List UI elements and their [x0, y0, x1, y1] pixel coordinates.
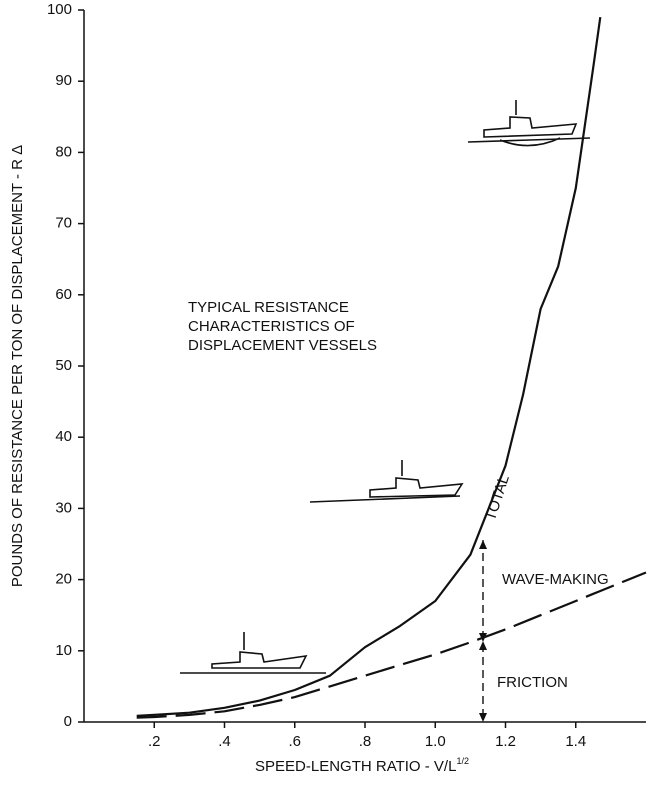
x-tick-label: .6 — [288, 733, 301, 750]
x-tick-label: .8 — [359, 733, 372, 750]
x-axis-title: SPEED-LENGTH RATIO - V/L1/2 — [255, 756, 469, 775]
y-tick-label: 40 — [55, 428, 72, 445]
x-axis-title-sup: 1/2 — [456, 756, 469, 766]
y-axis-title: POUNDS OF RESISTANCE PER TON OF DISPLACE… — [9, 145, 26, 587]
x-tick-label: 1.4 — [565, 733, 586, 750]
arrow-head — [479, 713, 487, 722]
x-tick-label: 1.0 — [425, 733, 446, 750]
annotation: CHARACTERISTICS OF — [188, 318, 355, 335]
annotation: TYPICAL RESISTANCE — [188, 299, 349, 316]
x-tick-label: 1.2 — [495, 733, 516, 750]
curve-label-friction: FRICTION — [497, 674, 568, 691]
boat-large — [467, 100, 591, 147]
y-tick-label: 0 — [64, 713, 72, 730]
y-tick-label: 30 — [55, 499, 72, 516]
boat-medium — [309, 460, 464, 503]
y-tick-label: 90 — [55, 72, 72, 89]
y-tick-label: 80 — [55, 143, 72, 160]
arrow-head — [479, 641, 487, 650]
x-tick-label: .2 — [148, 733, 161, 750]
series-line — [136, 16, 602, 717]
arrow-head — [479, 633, 487, 642]
x-tick-label: .4 — [218, 733, 231, 750]
y-tick-label: 100 — [47, 1, 72, 18]
boat-small — [180, 632, 326, 674]
arrow-head — [479, 540, 487, 549]
wave-label: WAVE-MAKING — [502, 571, 609, 588]
y-tick-label: 60 — [55, 286, 72, 303]
y-tick-label: 50 — [55, 357, 72, 374]
y-tick-label: 70 — [55, 215, 72, 232]
y-tick-label: 20 — [55, 571, 72, 588]
curve-label-total: TOTAL — [482, 473, 513, 523]
series-line — [136, 571, 647, 719]
y-tick-label: 10 — [55, 642, 72, 659]
annotation: DISPLACEMENT VESSELS — [188, 337, 377, 354]
x-axis-title-main: SPEED-LENGTH RATIO - V/L — [255, 758, 456, 775]
